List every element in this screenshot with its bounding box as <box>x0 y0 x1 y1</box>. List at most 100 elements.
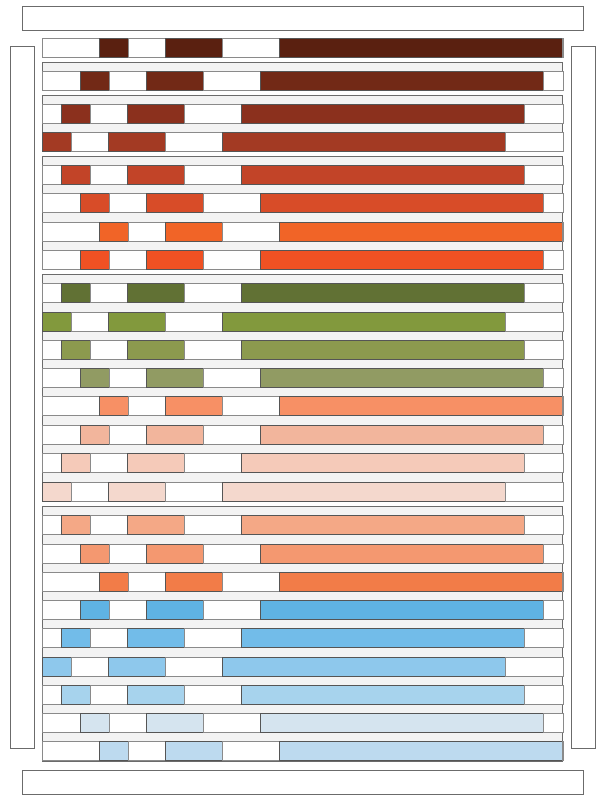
colored-segment <box>222 132 506 152</box>
empty-segment <box>524 515 564 535</box>
timeline-row <box>42 741 564 761</box>
empty-segment <box>128 396 166 416</box>
empty-segment <box>524 628 564 648</box>
empty-segment <box>71 132 109 152</box>
empty-segment <box>562 222 564 242</box>
empty-segment <box>505 132 564 152</box>
colored-segment <box>99 396 129 416</box>
empty-segment <box>42 713 81 733</box>
colored-segment <box>99 222 129 242</box>
colored-segment <box>80 600 110 620</box>
empty-segment <box>109 544 147 564</box>
empty-segment <box>562 396 564 416</box>
empty-segment <box>42 425 81 445</box>
colored-segment <box>42 312 72 332</box>
empty-segment <box>42 572 100 592</box>
timeline-row <box>42 250 564 270</box>
timeline-row <box>42 396 564 416</box>
colored-segment <box>165 741 223 761</box>
timeline-row <box>42 38 564 58</box>
timeline-row <box>42 572 564 592</box>
colored-segment <box>241 165 525 185</box>
colored-segment <box>241 104 525 124</box>
empty-segment <box>203 71 261 91</box>
empty-segment <box>524 453 564 473</box>
colored-segment <box>127 628 185 648</box>
colored-segment <box>61 628 91 648</box>
colored-segment <box>165 38 223 58</box>
empty-segment <box>42 628 62 648</box>
empty-segment <box>222 38 280 58</box>
empty-segment <box>42 250 81 270</box>
colored-segment <box>80 425 110 445</box>
timeline-row <box>42 713 564 733</box>
colored-segment <box>127 165 185 185</box>
colored-segment <box>260 544 544 564</box>
empty-segment <box>222 396 280 416</box>
colored-segment <box>108 482 166 502</box>
empty-segment <box>42 453 62 473</box>
empty-segment <box>524 283 564 303</box>
timeline-row <box>42 193 564 213</box>
empty-segment <box>222 572 280 592</box>
empty-segment <box>165 657 223 677</box>
empty-segment <box>203 368 261 388</box>
colored-segment <box>146 425 204 445</box>
empty-segment <box>109 71 147 91</box>
colored-segment <box>260 600 544 620</box>
empty-segment <box>71 312 109 332</box>
empty-segment <box>42 515 62 535</box>
colored-segment <box>108 312 166 332</box>
colored-segment <box>241 283 525 303</box>
empty-segment <box>184 165 242 185</box>
empty-segment <box>543 713 564 733</box>
colored-segment <box>146 368 204 388</box>
empty-segment <box>90 340 128 360</box>
colored-segment <box>80 250 110 270</box>
empty-segment <box>109 368 147 388</box>
empty-segment <box>42 741 100 761</box>
colored-segment <box>146 250 204 270</box>
empty-segment <box>524 165 564 185</box>
timeline-row <box>42 628 564 648</box>
empty-segment <box>543 425 564 445</box>
top-bar <box>22 6 584 31</box>
empty-segment <box>505 657 564 677</box>
empty-segment <box>203 425 261 445</box>
empty-segment <box>543 71 564 91</box>
colored-segment <box>241 515 525 535</box>
colored-segment <box>260 250 544 270</box>
colored-segment <box>99 38 129 58</box>
empty-segment <box>184 515 242 535</box>
empty-segment <box>184 685 242 705</box>
colored-segment <box>127 685 185 705</box>
timeline-row <box>42 368 564 388</box>
left-sidebar <box>10 46 35 749</box>
colored-segment <box>61 685 91 705</box>
empty-segment <box>109 713 147 733</box>
empty-segment <box>42 71 81 91</box>
colored-segment <box>127 104 185 124</box>
colored-segment <box>127 340 185 360</box>
empty-segment <box>543 193 564 213</box>
empty-segment <box>543 368 564 388</box>
colored-segment <box>146 193 204 213</box>
empty-segment <box>184 628 242 648</box>
empty-segment <box>90 628 128 648</box>
empty-segment <box>71 482 109 502</box>
empty-segment <box>184 104 242 124</box>
empty-segment <box>203 250 261 270</box>
colored-segment <box>99 741 129 761</box>
colored-segment <box>165 572 223 592</box>
timeline-row <box>42 515 564 535</box>
empty-segment <box>42 544 81 564</box>
empty-segment <box>505 482 564 502</box>
empty-segment <box>562 741 564 761</box>
empty-segment <box>90 283 128 303</box>
empty-segment <box>165 482 223 502</box>
empty-segment <box>42 685 62 705</box>
colored-segment <box>260 425 544 445</box>
timeline-row <box>42 165 564 185</box>
empty-segment <box>128 572 166 592</box>
colored-segment <box>108 132 166 152</box>
